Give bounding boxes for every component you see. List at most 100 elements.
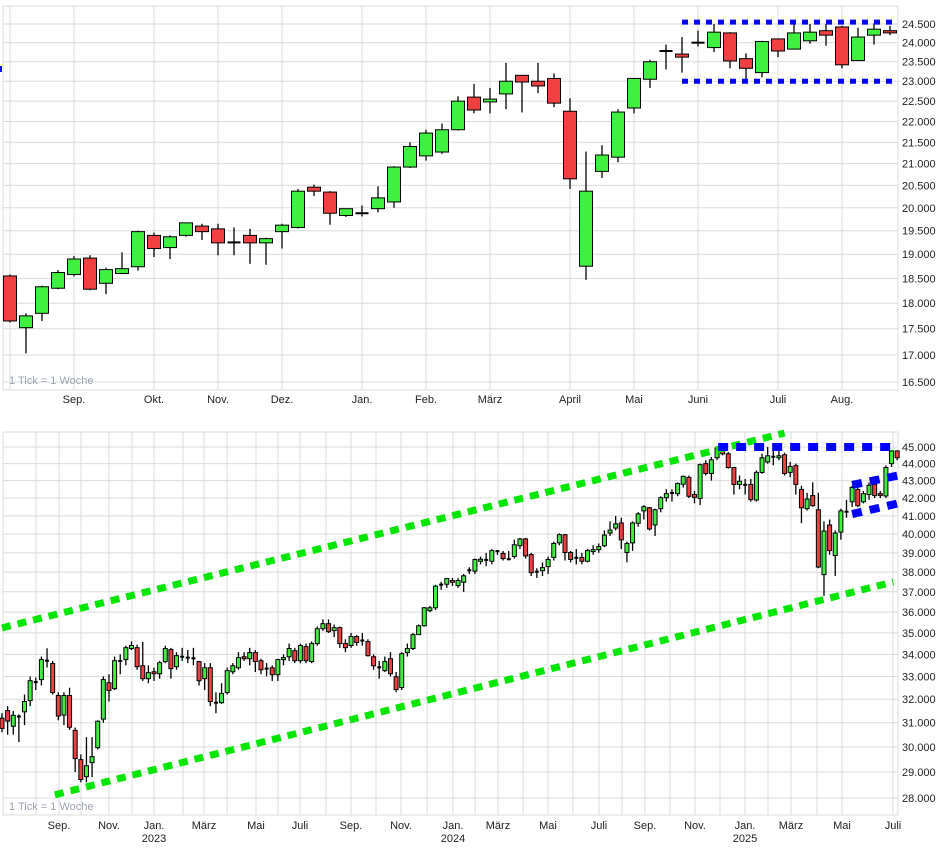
candle <box>355 205 369 217</box>
x-tick-label: Nov. <box>390 820 412 832</box>
candle <box>686 475 692 499</box>
candle-body-up <box>444 578 450 585</box>
candle <box>38 656 44 686</box>
x-tick-label: Nov. <box>98 820 120 832</box>
candle-body-down <box>387 658 393 675</box>
x-tick-label: Mai <box>247 820 265 832</box>
candle <box>259 237 273 265</box>
candle-body-up <box>765 455 771 463</box>
candle <box>410 632 416 651</box>
candle-body-up <box>499 80 513 95</box>
candle <box>574 549 579 565</box>
candle-body-up <box>403 146 417 168</box>
candle-body-up <box>247 652 253 660</box>
candle <box>703 460 709 476</box>
candle <box>585 549 591 563</box>
candle-body-down <box>365 641 371 657</box>
candle-body-up <box>883 467 889 497</box>
candle <box>659 44 673 70</box>
candle <box>467 83 481 114</box>
candle <box>545 556 551 575</box>
candle <box>235 652 241 670</box>
candle <box>483 87 497 114</box>
candle <box>382 656 388 672</box>
candle-body-up <box>219 692 225 704</box>
candle <box>303 643 309 664</box>
candle-body-down <box>467 96 481 111</box>
candle-body-down <box>500 552 506 560</box>
candle-body-up <box>83 765 89 778</box>
y-tick-label: 23.000 <box>902 76 936 88</box>
y-tick-label: 39.000 <box>902 548 936 560</box>
x-tick-label: Mai <box>625 394 643 406</box>
candle <box>528 552 534 576</box>
candle-body-up <box>27 680 33 702</box>
candle <box>10 710 16 735</box>
candle <box>377 660 382 679</box>
candle <box>877 491 883 499</box>
candle-body-down <box>793 465 799 485</box>
candle <box>67 256 81 277</box>
y-tick-label: 17.500 <box>902 324 936 336</box>
y-tick-label: 23.500 <box>902 57 936 69</box>
candle <box>484 552 489 567</box>
candle <box>27 676 33 707</box>
candle <box>320 619 326 631</box>
candle-body-up <box>435 129 449 153</box>
candle <box>556 533 562 546</box>
candle-body-up <box>89 756 95 764</box>
candle-body-up <box>115 268 129 275</box>
candle <box>803 24 817 44</box>
candle-body-up <box>281 657 286 661</box>
candle-body-up <box>641 506 647 512</box>
candle <box>195 223 209 241</box>
candle-body-up <box>590 549 596 553</box>
candle <box>326 619 332 633</box>
candle <box>207 663 213 707</box>
y-tick-label: 18.000 <box>902 298 936 310</box>
candle <box>675 37 689 73</box>
tick-interval-note: 1 Tick = 1 Woche <box>9 801 93 813</box>
year-label: 2024 <box>441 833 465 845</box>
x-tick-label: Jan. <box>443 820 464 832</box>
candle <box>635 512 641 527</box>
x-tick-label: März <box>478 394 502 406</box>
candle-body-up <box>708 459 714 474</box>
candle <box>163 235 177 260</box>
candle-body-up <box>680 475 686 485</box>
candle <box>607 521 613 536</box>
candle-body-up <box>759 457 765 473</box>
candle <box>798 485 804 524</box>
candle <box>354 635 360 646</box>
x-tick-label: Nov. <box>684 820 706 832</box>
candle <box>16 714 21 743</box>
candle <box>755 40 769 78</box>
candle <box>641 505 647 520</box>
candle-body-down <box>703 463 709 474</box>
candle <box>342 639 348 653</box>
candle <box>776 450 782 461</box>
candle-body-up <box>174 655 180 668</box>
candle <box>860 491 866 504</box>
candle-body-up <box>410 634 416 650</box>
candle <box>771 38 785 58</box>
price-marker <box>0 66 2 72</box>
candle <box>275 658 281 681</box>
y-tick-label: 35.000 <box>902 628 936 640</box>
candle <box>782 452 788 476</box>
candle <box>180 647 185 661</box>
candle-body-up <box>556 534 562 544</box>
candle-body-up <box>483 98 497 103</box>
candle <box>0 713 5 733</box>
year-label: 2023 <box>142 833 166 845</box>
candle-body-up <box>849 486 855 503</box>
x-tick-label: Jan. <box>352 394 373 406</box>
candle-body-down <box>140 665 146 680</box>
candle <box>832 530 838 576</box>
candle-body-down <box>547 77 561 104</box>
candle <box>844 499 849 518</box>
y-tick-label: 30.000 <box>902 742 936 754</box>
x-tick-label: Juni <box>688 394 708 406</box>
candle <box>307 184 321 197</box>
candle-body-down <box>211 228 225 244</box>
